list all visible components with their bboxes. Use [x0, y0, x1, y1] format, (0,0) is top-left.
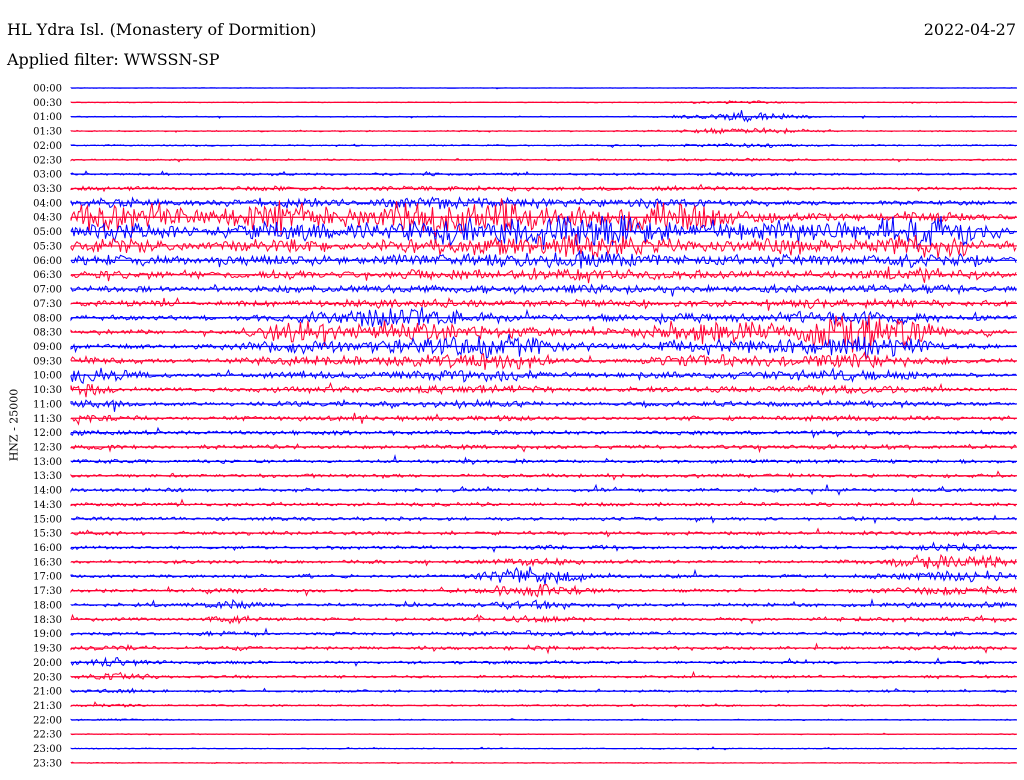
trace-line	[70, 351, 1017, 370]
trace-line	[70, 110, 1017, 123]
time-label: 00:00	[33, 84, 62, 95]
time-label: 04:30	[33, 213, 62, 224]
time-label: 08:30	[33, 328, 62, 339]
time-label: 11:30	[33, 414, 62, 425]
time-label: 01:00	[33, 112, 62, 123]
time-label: 12:30	[33, 443, 62, 454]
time-label: 01:30	[33, 127, 62, 138]
time-labels: 00:00 00:30 01:00 01:30 02:00 02:30 03:00 03:30…	[33, 84, 62, 770]
time-label: 15:00	[33, 514, 62, 525]
time-label: 04:00	[33, 198, 62, 209]
time-label: 07:30	[33, 299, 62, 310]
seismic-traces	[70, 86, 1017, 765]
time-label: 23:00	[33, 744, 62, 755]
time-label: 16:00	[33, 543, 62, 554]
time-label: 13:30	[33, 471, 62, 482]
time-label: 21:00	[33, 687, 62, 698]
time-label: 17:00	[33, 572, 62, 583]
trace-line	[70, 233, 1017, 260]
time-label: 07:00	[33, 285, 62, 296]
time-label: 11:00	[33, 399, 62, 410]
time-label: 05:00	[33, 227, 62, 238]
time-label: 14:00	[33, 486, 62, 497]
trace-line	[70, 398, 1017, 412]
time-label: 06:30	[33, 270, 62, 281]
trace-line	[70, 381, 1017, 398]
time-label: 14:30	[33, 500, 62, 511]
time-label: 17:30	[33, 586, 62, 597]
trace-line	[70, 701, 1017, 708]
trace-line	[70, 283, 1017, 297]
filter-label: Applied filter: WWSSN-SP	[7, 50, 220, 69]
station-title: HL Ydra Isl. (Monastery of Dormition)	[7, 20, 317, 39]
trace-line	[70, 454, 1017, 466]
time-label: 02:30	[33, 155, 62, 166]
time-label: 13:00	[33, 457, 62, 468]
time-label: 22:30	[33, 730, 62, 741]
time-label: 03:00	[33, 170, 62, 181]
time-label: 23:30	[33, 758, 62, 769]
time-label: 21:30	[33, 701, 62, 712]
trace-line	[70, 670, 1017, 681]
time-label: 22:00	[33, 715, 62, 726]
date-label: 2022-04-27	[923, 20, 1016, 39]
time-label: 05:30	[33, 241, 62, 252]
time-label: 09:00	[33, 342, 62, 353]
trace-line	[70, 306, 1017, 327]
time-label: 02:00	[33, 141, 62, 152]
trace-line	[70, 214, 1017, 250]
trace-line	[70, 297, 1017, 311]
trace-line	[70, 183, 1017, 193]
trace-line	[70, 496, 1017, 508]
time-label: 08:00	[33, 313, 62, 324]
time-label: 18:30	[33, 615, 62, 626]
trace-line	[70, 367, 1017, 385]
time-label: 06:00	[33, 256, 62, 267]
trace-line	[70, 627, 1017, 638]
time-label: 03:30	[33, 184, 62, 195]
trace-line	[70, 443, 1017, 454]
time-label: 18:00	[33, 600, 62, 611]
time-label: 09:30	[33, 356, 62, 367]
time-label: 20:00	[33, 658, 62, 669]
time-label: 15:30	[33, 529, 62, 540]
time-label: 10:00	[33, 371, 62, 382]
time-label: 20:30	[33, 672, 62, 683]
time-label: 16:30	[33, 557, 62, 568]
time-label: 12:00	[33, 428, 62, 439]
time-label: 10:30	[33, 385, 62, 396]
time-label: 19:30	[33, 644, 62, 655]
time-label: 19:00	[33, 629, 62, 640]
time-label: 00:30	[33, 98, 62, 109]
